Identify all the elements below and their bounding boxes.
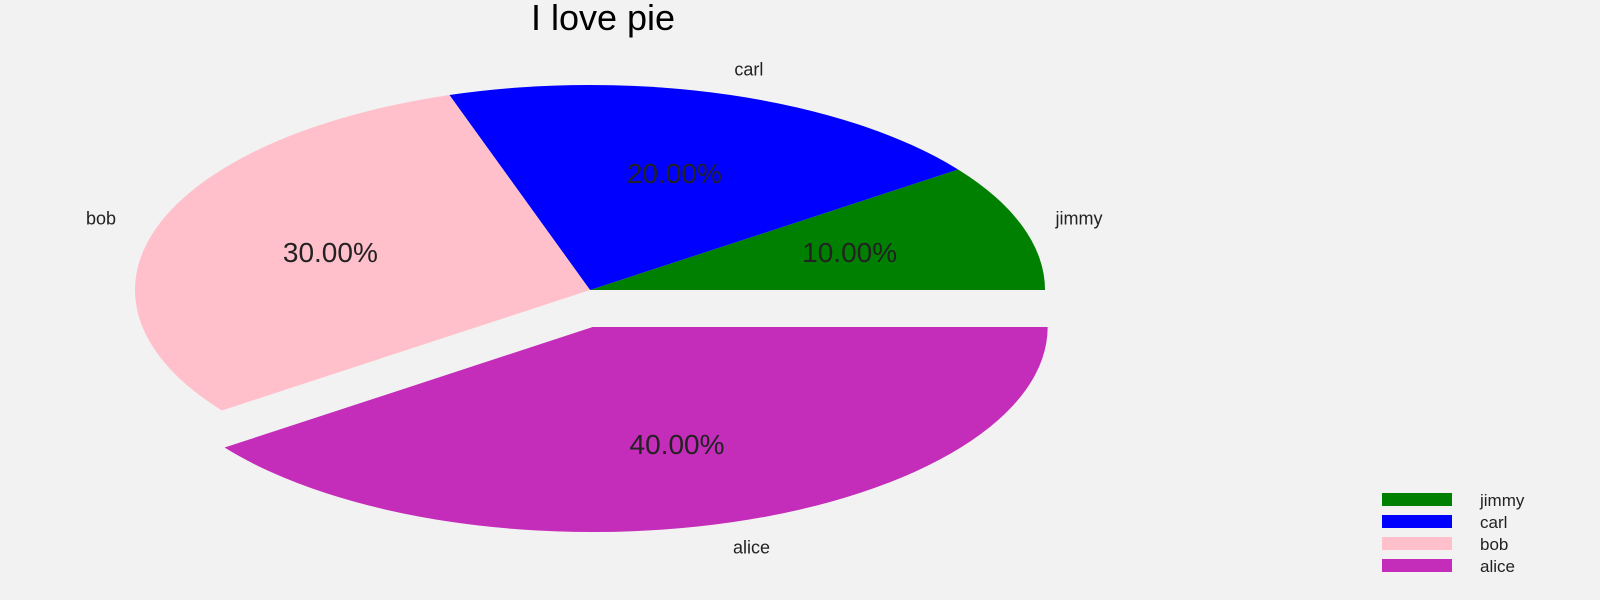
- percent-label-alice: 40.00%: [630, 429, 725, 460]
- pie-slices: [134, 85, 1048, 533]
- pie-slice-jimmy: [590, 169, 1045, 290]
- slice-name-label-alice: alice: [733, 537, 770, 557]
- legend-swatch-bob: [1382, 537, 1452, 550]
- slice-name-label-carl: carl: [734, 60, 763, 80]
- legend: jimmy carl bob alice: [1382, 491, 1525, 576]
- percent-labels: 10.00% 20.00% 30.00% 40.00%: [283, 158, 897, 460]
- legend-swatch-carl: [1382, 515, 1452, 528]
- legend-label-carl: carl: [1480, 513, 1507, 532]
- slice-name-labels: jimmy carl bob alice: [86, 60, 1102, 558]
- pie-slice-alice: [224, 327, 1048, 533]
- percent-label-jimmy: 10.00%: [802, 237, 897, 268]
- percent-label-carl: 20.00%: [627, 158, 722, 189]
- slice-name-label-jimmy: jimmy: [1054, 208, 1102, 228]
- pie-slice-carl: [449, 85, 959, 291]
- legend-label-bob: bob: [1480, 535, 1508, 554]
- chart-title: I love pie: [531, 0, 675, 38]
- legend-swatch-alice: [1382, 559, 1452, 572]
- pie-slice-bob: [134, 95, 590, 411]
- legend-label-alice: alice: [1480, 557, 1515, 576]
- slice-name-label-bob: bob: [86, 208, 116, 228]
- legend-label-jimmy: jimmy: [1479, 491, 1525, 510]
- percent-label-bob: 30.00%: [283, 237, 378, 268]
- legend-swatch-jimmy: [1382, 493, 1452, 506]
